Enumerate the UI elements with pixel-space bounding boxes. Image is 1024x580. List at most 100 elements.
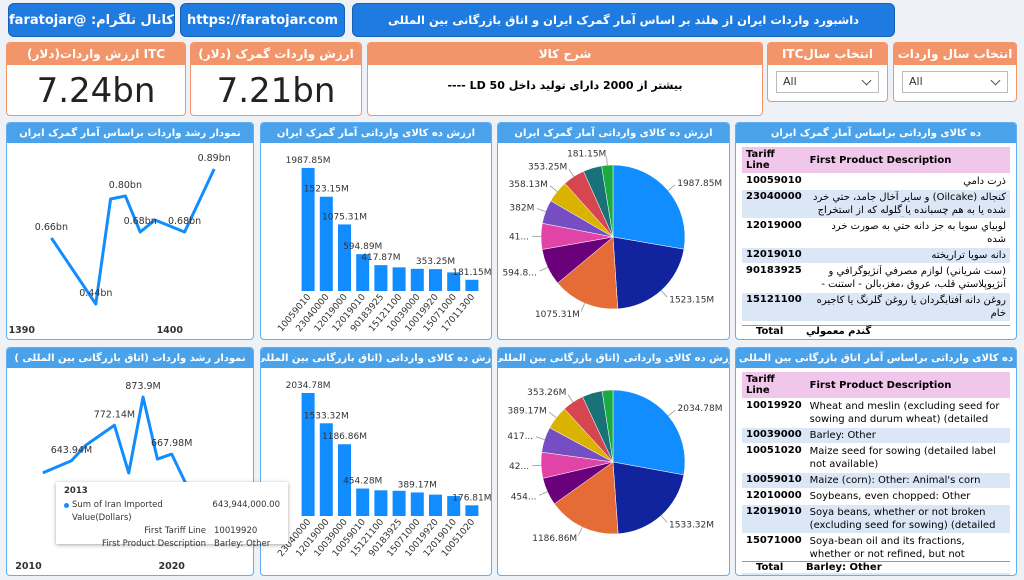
leader-line xyxy=(548,411,557,418)
bar xyxy=(465,505,479,516)
data-label: 594.8... xyxy=(502,268,536,278)
data-label: 389.17M xyxy=(508,406,547,416)
data-label: 41... xyxy=(509,232,529,242)
tariff-code: 10019920 xyxy=(742,398,806,428)
tooltip-key: Sum of Iran Imported Value(Dollars) xyxy=(64,499,212,525)
x-tick-label: 2010 xyxy=(15,561,42,572)
data-label: 454... xyxy=(511,493,537,503)
slicer: انتخاب سالITC All xyxy=(767,42,888,102)
leader-line xyxy=(580,303,586,312)
table-row: 15071000 Soya-bean oil and its fractions,… xyxy=(742,533,1010,563)
chart-panel: ارزش ده کالای وارداتی آمار گمرک ایران 198… xyxy=(497,122,730,340)
data-label: 667.98M xyxy=(151,438,192,449)
bar xyxy=(392,490,406,516)
table-row: 10059010 Maize (corn): Other: Animal's co… xyxy=(742,472,1010,489)
data-label: 1075.31M xyxy=(322,212,367,222)
data-label: 0.89bn xyxy=(198,153,231,164)
slicer-dropdown[interactable]: All xyxy=(776,71,879,93)
leader-line xyxy=(539,266,548,272)
tariff-code: 90183925 xyxy=(742,263,806,293)
bar xyxy=(319,423,333,516)
chart-panel: ارزش ده کالای وارداتی آمار گمرک ایران 198… xyxy=(260,122,492,340)
data-label: 1186.86M xyxy=(532,534,577,544)
pie-slice xyxy=(612,236,685,310)
chart-title: نمودار رشد واردات (اتاق بازرگانی بین الم… xyxy=(7,348,253,368)
column-header: First Product Description xyxy=(805,147,1010,174)
bar xyxy=(374,265,388,291)
table-panel: ده کالای وارداتی براساس آمار اتاق بازرگا… xyxy=(735,347,1017,576)
data-label: 1533.32M xyxy=(304,411,349,421)
total-row: Total Barley: Other xyxy=(742,561,1010,573)
column-header: Tariff Line xyxy=(742,147,806,174)
column-header: First Product Description xyxy=(805,372,1010,399)
data-label: 353.25M xyxy=(416,257,455,267)
slicer-dropdown[interactable]: All xyxy=(902,71,1008,93)
bar xyxy=(447,496,461,516)
tooltip-value: 643,944,000.00 xyxy=(212,500,280,510)
tooltip-value: Barley: Other xyxy=(214,539,271,549)
tooltip-title: 2013 xyxy=(64,486,88,496)
description-text: Soybeans, even chopped: Other xyxy=(809,491,971,502)
bar xyxy=(301,392,315,516)
bar xyxy=(465,279,479,291)
product-description: Soybeans, even chopped: Other xyxy=(805,488,1010,505)
leader-line xyxy=(549,185,558,192)
description-text: (ست شرياني) لوازم مصرفي آنژيوگرافي و آنژ… xyxy=(821,266,1006,290)
tariff-code: 23040000 xyxy=(742,189,806,219)
table-title: ده کالای وارداتی براساس آمار اتاق بازرگا… xyxy=(736,348,1016,368)
bar xyxy=(338,444,351,516)
tariff-code: 10059010 xyxy=(742,472,806,489)
x-tick-label: 2020 xyxy=(158,561,185,572)
kpi-value: 7.24bn xyxy=(36,71,156,111)
tariff-code: 10059010 xyxy=(742,173,806,190)
tariff-code: 15071000 xyxy=(742,533,806,563)
slicer: انتخاب سال واردات All xyxy=(893,42,1017,102)
total-text: گندم معمولي xyxy=(806,326,872,337)
leader-line xyxy=(668,409,676,417)
data-label: 772.14M xyxy=(94,409,135,420)
chart: 0.66bn 0.44bn 0.80bn 0.68bn 0.68bn 0.89bn 1390… xyxy=(9,153,231,336)
product-description: دانه سويا تراريخته xyxy=(805,247,1010,264)
leader-line xyxy=(660,515,668,523)
description-text: Maize (corn): Other: Animal's corn xyxy=(809,475,981,486)
pie-slice xyxy=(612,461,685,535)
description-text: Maize seed for sowing (detailed label no… xyxy=(809,446,996,470)
total-label: Total xyxy=(756,326,784,337)
dashboard-title: داشبورد واردات ایران از هلند بر اساس آما… xyxy=(352,3,895,37)
product-description: روغن دانه آفتابگردان يا روغن گلرنگ يا كا… xyxy=(805,292,1010,321)
bar xyxy=(319,196,333,291)
tariff-code: 10051020 xyxy=(742,443,806,473)
data-label: 382M xyxy=(509,203,534,213)
description-text: Soya beans, whether or not broken (exclu… xyxy=(809,507,996,531)
bar xyxy=(447,272,461,291)
data-label: 2034.78M xyxy=(286,381,331,391)
data-label: 454.28M xyxy=(343,477,382,487)
line-series xyxy=(50,168,216,306)
chart: 1987.85M100590101523.15M230400001075.31M… xyxy=(276,156,491,334)
tariff-code: 15121100 xyxy=(742,292,806,321)
leader-line xyxy=(568,168,575,177)
data-label: 353.25M xyxy=(528,163,567,173)
table-row: 10051020 Maize seed for sowing (detailed … xyxy=(742,443,1010,473)
data-label: 42... xyxy=(509,462,529,472)
line-series xyxy=(42,395,188,485)
chart-title: ارزش ده کالای وارداتی آمار گمرک ایران xyxy=(261,123,491,143)
data-table: Tariff Line First Product Description 1005… xyxy=(742,147,1010,321)
telegram-link[interactable]: کانال تلگرام: @faratojar xyxy=(8,3,175,37)
total-label: Total xyxy=(756,562,784,573)
website-link[interactable]: https://faratojar.com xyxy=(180,3,345,37)
data-label: 0.66bn xyxy=(35,222,68,233)
data-label: 0.44bn xyxy=(79,288,112,299)
tariff-code: 12019010 xyxy=(742,504,806,534)
product-description: لوبياي سويا به جز دانه حتي به صورت خرد ش… xyxy=(805,218,1010,248)
data-label: 0.68bn xyxy=(168,216,201,227)
chart: 2034.78M 1533.32M 1186.86M 454... 42... 417..… xyxy=(507,388,722,544)
leader-line xyxy=(578,526,583,536)
column-header: Tariff Line xyxy=(742,372,806,399)
table-row: 90183925 (ست شرياني) لوازم مصرفي آنژيوگرا… xyxy=(742,263,1010,293)
bar xyxy=(429,494,442,516)
bar xyxy=(356,254,370,291)
data-label: 1523.15M xyxy=(669,295,714,305)
kpi-title: ارزش واردات گمرک (دلار) xyxy=(191,43,361,65)
